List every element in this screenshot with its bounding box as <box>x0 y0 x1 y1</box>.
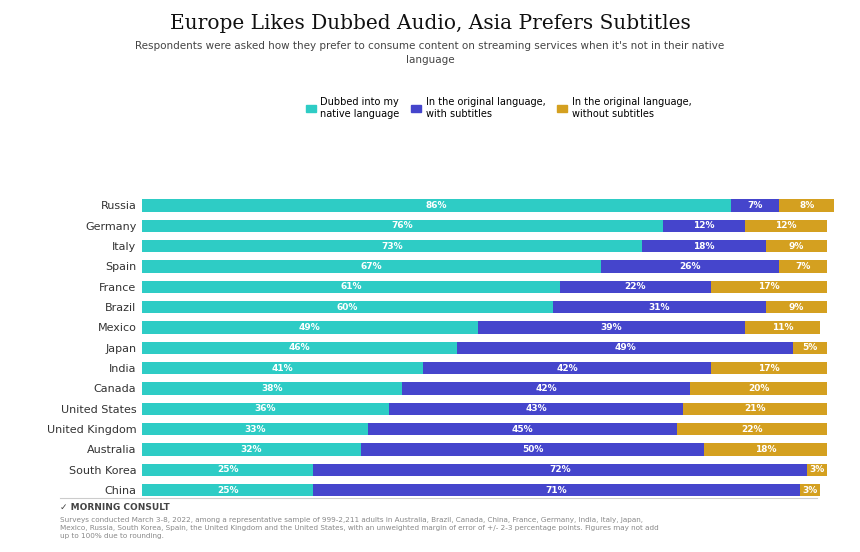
Text: 32%: 32% <box>241 445 262 454</box>
Text: 3%: 3% <box>809 465 825 474</box>
Text: 22%: 22% <box>624 282 646 291</box>
Bar <box>142 199 731 211</box>
Text: 67%: 67% <box>360 262 383 271</box>
Bar <box>142 261 601 273</box>
Text: 39%: 39% <box>600 323 623 332</box>
Text: 33%: 33% <box>244 424 266 434</box>
Bar <box>553 301 765 313</box>
Bar <box>745 321 820 333</box>
Text: 7%: 7% <box>747 201 763 210</box>
Text: 41%: 41% <box>272 364 293 373</box>
Bar <box>601 261 779 273</box>
Text: 31%: 31% <box>648 302 670 311</box>
Bar <box>560 280 711 293</box>
Bar <box>779 261 827 273</box>
Text: 60%: 60% <box>337 302 359 311</box>
Bar <box>765 240 827 252</box>
Text: Europe Likes Dubbed Audio, Asia Prefers Subtitles: Europe Likes Dubbed Audio, Asia Prefers … <box>169 14 691 33</box>
Text: Surveys conducted March 3-8, 2022, among a representative sample of 999-2,211 ad: Surveys conducted March 3-8, 2022, among… <box>60 517 659 539</box>
Bar <box>142 443 361 455</box>
Text: 71%: 71% <box>546 486 568 495</box>
Text: 72%: 72% <box>550 465 571 474</box>
Text: 18%: 18% <box>755 445 777 454</box>
Text: 25%: 25% <box>217 465 238 474</box>
Bar <box>793 342 827 354</box>
Bar <box>389 402 684 415</box>
Bar <box>731 199 779 211</box>
Bar <box>402 383 691 395</box>
Legend: Dubbed into my
native language, In the original language,
with subtitles, In the: Dubbed into my native language, In the o… <box>302 93 696 123</box>
Bar <box>142 464 313 476</box>
Text: 49%: 49% <box>614 343 636 352</box>
Bar <box>677 423 827 435</box>
Bar <box>361 443 704 455</box>
Text: 61%: 61% <box>341 282 362 291</box>
Text: 12%: 12% <box>776 221 797 230</box>
Bar <box>765 301 827 313</box>
Bar <box>142 301 553 313</box>
Text: 36%: 36% <box>255 404 276 413</box>
Bar <box>711 362 827 374</box>
Bar <box>142 280 560 293</box>
Bar <box>142 383 402 395</box>
Bar <box>642 240 765 252</box>
Bar <box>142 423 368 435</box>
Text: 8%: 8% <box>799 201 814 210</box>
Bar <box>800 484 820 496</box>
Text: 3%: 3% <box>802 486 818 495</box>
Text: 42%: 42% <box>556 364 578 373</box>
Text: 18%: 18% <box>693 242 715 251</box>
Bar <box>745 220 827 232</box>
Bar <box>684 402 827 415</box>
Bar <box>779 199 834 211</box>
Text: 17%: 17% <box>759 364 780 373</box>
Text: 9%: 9% <box>789 302 804 311</box>
Bar <box>663 220 745 232</box>
Bar <box>313 464 807 476</box>
Bar <box>142 321 478 333</box>
Bar <box>142 362 423 374</box>
Text: 22%: 22% <box>741 424 763 434</box>
Bar <box>142 484 313 496</box>
Text: ✓ MORNING CONSULT: ✓ MORNING CONSULT <box>60 503 170 512</box>
Text: 43%: 43% <box>525 404 547 413</box>
Bar <box>711 280 827 293</box>
Text: 12%: 12% <box>693 221 715 230</box>
Bar <box>807 464 827 476</box>
Bar <box>691 383 827 395</box>
Text: 20%: 20% <box>748 384 770 393</box>
Text: 45%: 45% <box>512 424 533 434</box>
Text: 42%: 42% <box>536 384 557 393</box>
Bar <box>142 402 389 415</box>
Bar <box>423 362 711 374</box>
Bar <box>458 342 793 354</box>
Bar <box>142 220 663 232</box>
Text: Respondents were asked how they prefer to consume content on streaming services : Respondents were asked how they prefer t… <box>135 41 725 65</box>
Bar <box>142 342 458 354</box>
Bar <box>142 240 642 252</box>
Text: 9%: 9% <box>789 242 804 251</box>
Text: 21%: 21% <box>745 404 766 413</box>
Text: 11%: 11% <box>772 323 794 332</box>
Text: 49%: 49% <box>299 323 321 332</box>
Text: 46%: 46% <box>289 343 310 352</box>
Text: 73%: 73% <box>381 242 402 251</box>
Bar <box>368 423 677 435</box>
Text: 5%: 5% <box>802 343 818 352</box>
Text: 38%: 38% <box>261 384 283 393</box>
Bar <box>704 443 827 455</box>
Text: 7%: 7% <box>796 262 811 271</box>
Text: 50%: 50% <box>522 445 544 454</box>
Text: 17%: 17% <box>759 282 780 291</box>
Text: 26%: 26% <box>679 262 701 271</box>
Text: 25%: 25% <box>217 486 238 495</box>
Bar <box>313 484 800 496</box>
Text: 86%: 86% <box>426 201 447 210</box>
Bar <box>478 321 745 333</box>
Text: 76%: 76% <box>391 221 413 230</box>
